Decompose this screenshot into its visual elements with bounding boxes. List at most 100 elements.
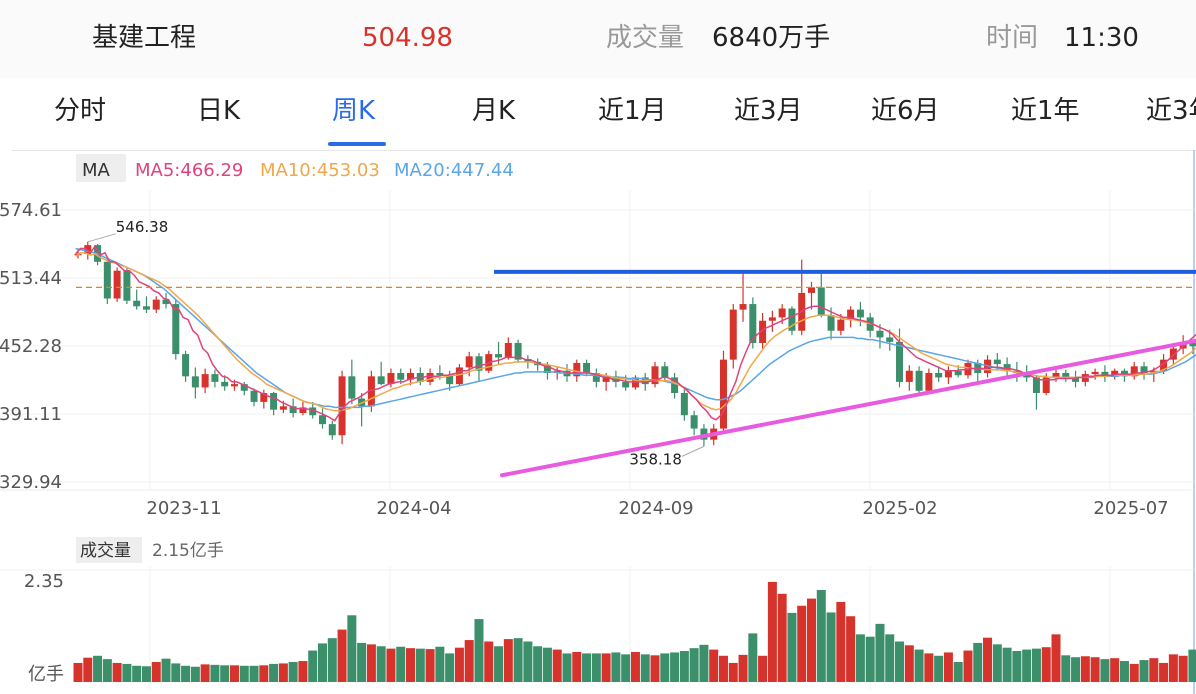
candle-down — [182, 354, 190, 377]
candle-down — [896, 341, 904, 382]
candle-down — [993, 359, 1001, 365]
candle-down — [1072, 377, 1080, 382]
volume-bar — [278, 663, 288, 682]
volume-bar — [181, 665, 191, 682]
candle-down — [524, 359, 532, 362]
volume-bar — [836, 601, 846, 682]
candle-down — [1140, 366, 1148, 373]
min-leader — [681, 445, 705, 457]
time-value: 11:30 — [1064, 23, 1139, 53]
volume-value: 6840万手 — [712, 23, 831, 53]
candle-down — [749, 304, 757, 343]
volume-bar — [171, 663, 181, 682]
tab-1-year[interactable]: 近1年 — [1011, 96, 1080, 126]
candle-down — [543, 365, 551, 373]
candle-up — [279, 406, 287, 410]
price-axis: 574.61 513.44 452.28 391.11 329.94 — [0, 200, 62, 493]
candle-down — [319, 415, 326, 425]
candle-up — [573, 362, 581, 377]
volume-bar — [1100, 659, 1110, 682]
volume-bar — [494, 646, 504, 682]
period-tabs: 分时 日K 周K 月K 近1月 近3月 近6月 近1年 近3年 — [0, 78, 1196, 150]
volume-bar — [1031, 648, 1041, 682]
candle-down — [162, 299, 170, 305]
candle-down — [103, 261, 111, 299]
volume-bar — [190, 666, 200, 682]
candle-down — [172, 304, 180, 355]
volume-bar — [435, 646, 445, 682]
candle-up — [504, 342, 512, 358]
last-price: 504.98 — [362, 23, 453, 53]
volume-bar — [992, 644, 1002, 682]
volume-bar — [141, 666, 151, 682]
candle-down — [827, 315, 835, 331]
quote-header: 基建工程 504.98 成交量 6840万手 时间 11:30 — [0, 0, 1196, 78]
volume-bar — [816, 590, 826, 682]
volume-bar — [1119, 661, 1129, 682]
candle-up — [455, 367, 463, 385]
candle-down — [1062, 372, 1070, 378]
ma20-legend: MA20:447.44 — [394, 160, 514, 181]
volume-bar — [523, 641, 533, 682]
volume-bar — [709, 649, 719, 682]
candle-down — [788, 308, 796, 331]
candle-up — [778, 308, 786, 318]
volume-bar — [1178, 655, 1188, 682]
tab-daily-k[interactable]: 日K — [197, 96, 241, 126]
ma-tag: MA — [82, 160, 111, 181]
volume-bar — [670, 652, 680, 682]
price-tick-label: 391.11 — [0, 404, 62, 425]
price-tick-label: 452.28 — [0, 336, 62, 357]
candle-down — [191, 376, 199, 388]
volume-bar — [308, 650, 318, 682]
volume-bar — [934, 655, 944, 682]
volume-bar — [552, 649, 562, 682]
tab-3-years[interactable]: 近3年 — [1146, 96, 1196, 126]
candle-down — [397, 372, 405, 380]
volume-bar — [738, 654, 748, 682]
kline-chart[interactable]: MA MA5:466.29 MA10:453.03 MA20:447.44 57… — [0, 150, 1196, 694]
candle-up — [113, 270, 121, 299]
tab-intraday[interactable]: 分时 — [54, 96, 107, 126]
volume-bar — [269, 663, 279, 682]
active-tab-indicator — [328, 142, 386, 146]
candle-down — [876, 330, 884, 338]
candle-down — [514, 342, 522, 360]
candle-down — [309, 407, 317, 416]
volume-label: 成交量 — [606, 23, 685, 53]
volume-bar — [327, 638, 337, 682]
volume-bar — [572, 651, 582, 682]
ma5-line — [75, 244, 1196, 422]
candle-up — [426, 372, 434, 382]
volume-bar — [787, 612, 797, 682]
volume-bar — [503, 639, 513, 682]
volume-bar — [885, 634, 895, 682]
volume-bar — [229, 665, 239, 682]
volume-bar — [1168, 654, 1178, 682]
volume-bar — [1090, 657, 1100, 682]
tab-monthly-k[interactable]: 月K — [472, 96, 516, 126]
volume-bar — [1149, 658, 1159, 682]
tab-6-months[interactable]: 近6月 — [871, 96, 940, 126]
tab-weekly-k[interactable]: 周K — [332, 96, 376, 126]
volume-bar — [1012, 651, 1022, 682]
index-name: 基建工程 — [92, 23, 197, 53]
volume-bar — [758, 655, 768, 682]
price-tick-label: 329.94 — [0, 472, 62, 493]
candle-down — [680, 392, 688, 416]
tab-1-month[interactable]: 近1月 — [598, 96, 667, 126]
volume-bar — [1022, 649, 1032, 682]
volume-bar — [562, 653, 572, 682]
candle-down — [661, 366, 669, 378]
volume-bar — [963, 650, 973, 682]
candle-up — [1111, 370, 1119, 376]
tab-3-months[interactable]: 近3月 — [734, 96, 803, 126]
volume-bar — [865, 636, 875, 682]
volume-total: 2.15亿手 — [152, 541, 224, 561]
candle-up — [847, 309, 855, 320]
volume-bar — [288, 661, 298, 682]
volume-bar — [1188, 649, 1196, 682]
volume-bar — [728, 662, 738, 682]
candle-down — [915, 370, 923, 391]
volume-bar — [298, 661, 308, 682]
